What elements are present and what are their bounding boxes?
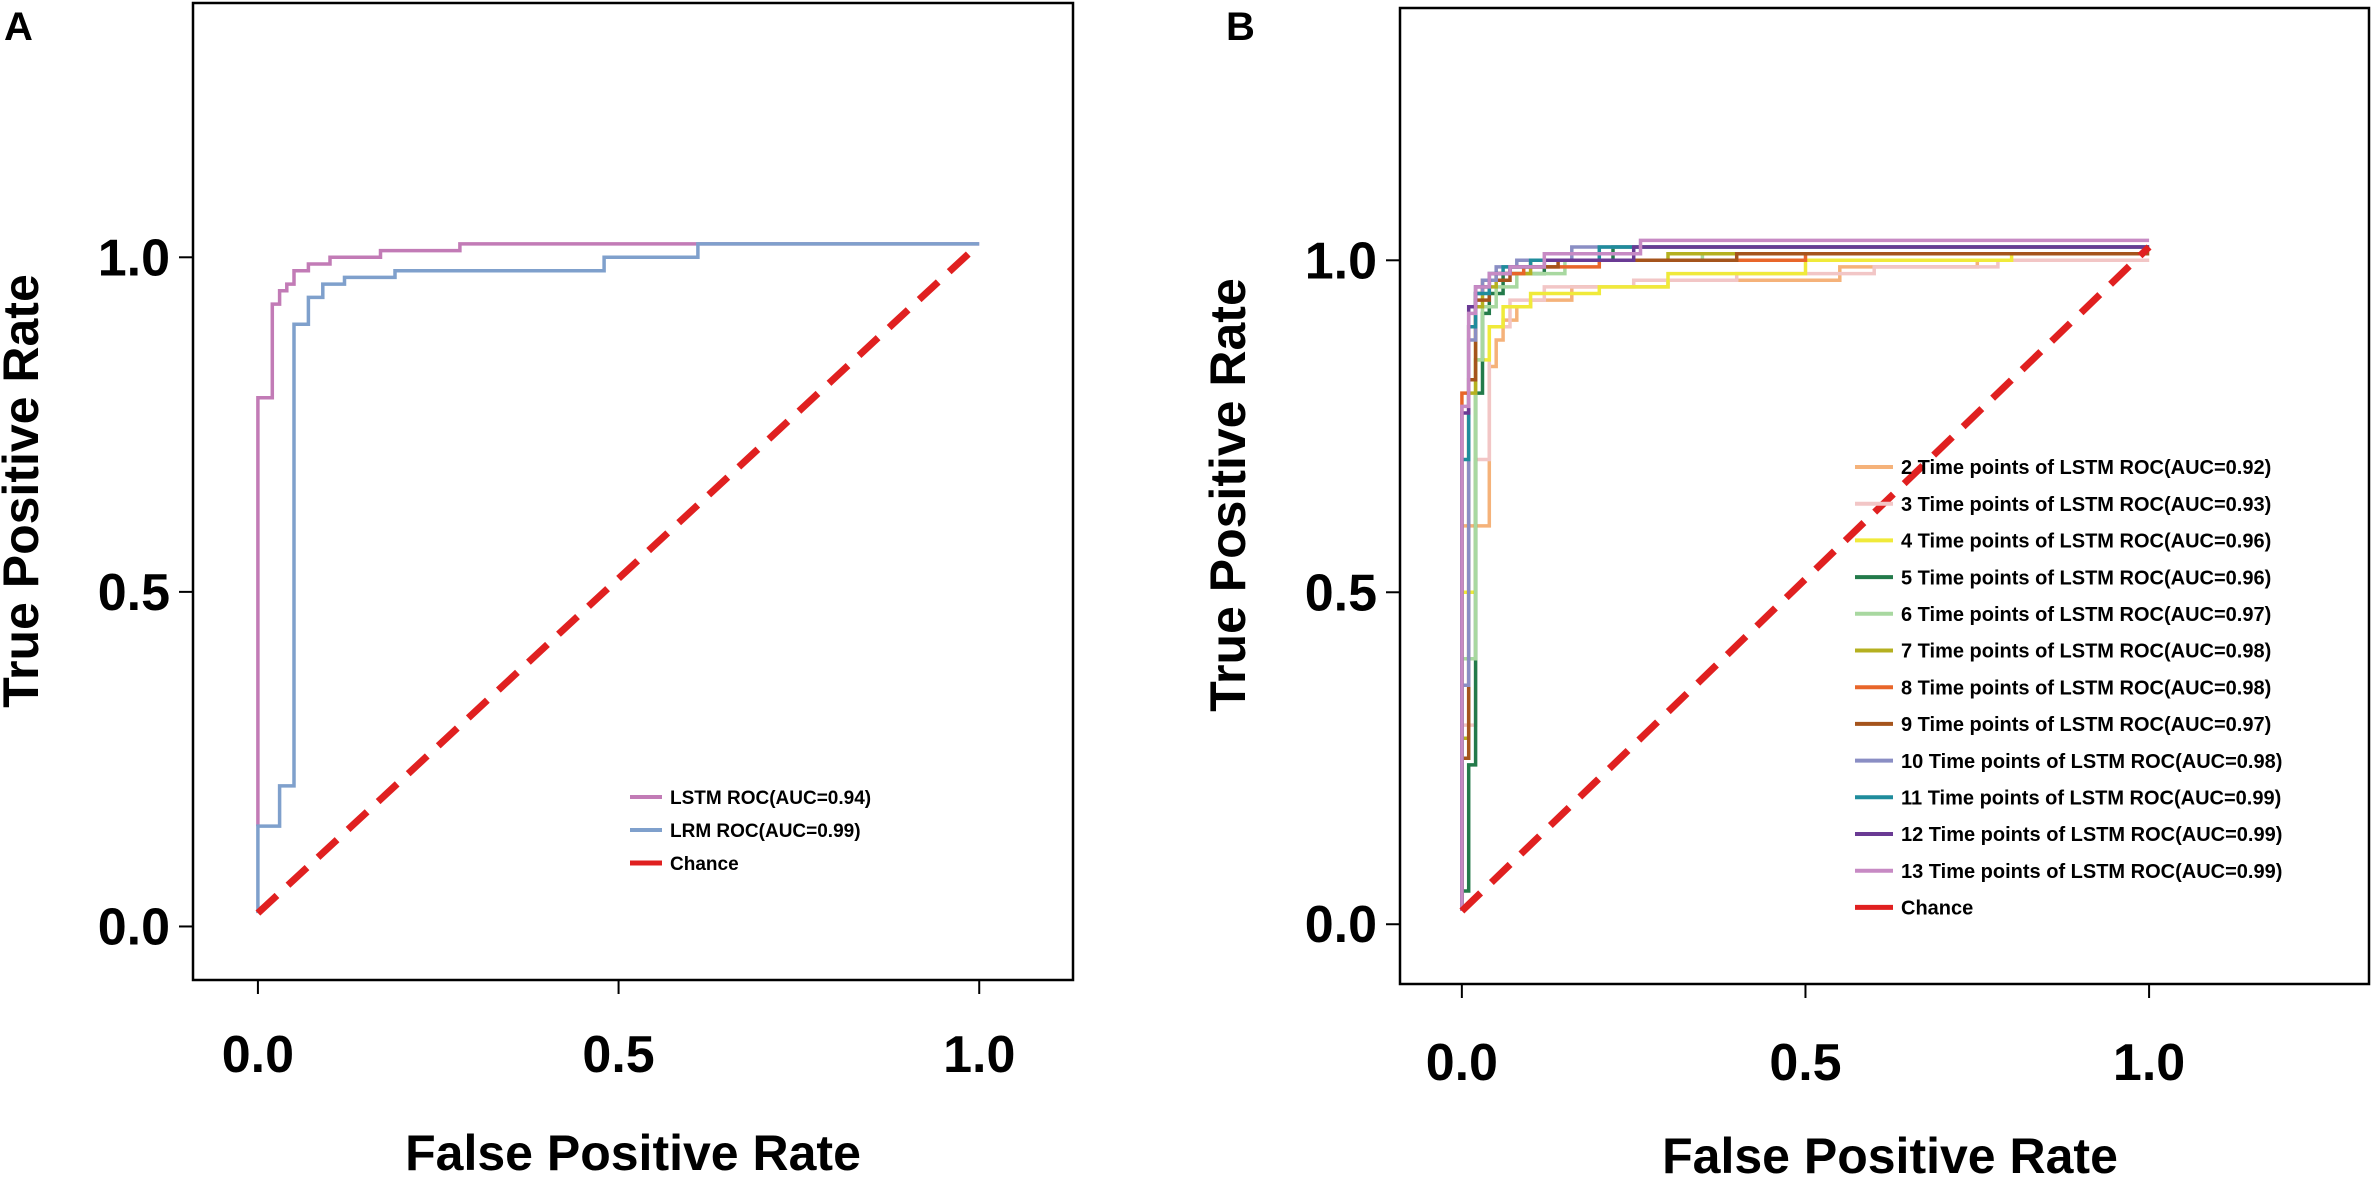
y-tick-label: 0.5 xyxy=(1305,564,1377,622)
roc-curve xyxy=(1460,258,2150,872)
roc-curve xyxy=(1460,238,2150,911)
plot-frame-b xyxy=(1398,6,2371,986)
legend-label: 11 Time points of LSTM ROC(AUC=0.99) xyxy=(1901,788,2281,810)
y-axis-title-a: True Positive Rate xyxy=(0,274,49,708)
x-axis-title-b: False Positive Rate xyxy=(1662,1128,2118,1178)
axis-ticks-b: 0.0 0.5 1.0 0.0 0.5 1.0 xyxy=(1305,232,2186,1092)
y-tick-label: 0.5 xyxy=(98,564,170,622)
legend-label: 5 Time points of LSTM ROC(AUC=0.96) xyxy=(1901,567,2271,589)
x-tick-label: 0.5 xyxy=(582,1026,654,1084)
panel-a: A 0.0 0.5 1.0 0.0 0.5 1.0 False Positive Rate… xyxy=(0,1,1075,1178)
legend-label: 4 Time points of LSTM ROC(AUC=0.96) xyxy=(1901,531,2271,553)
legend-label: 13 Time points of LSTM ROC(AUC=0.99) xyxy=(1901,861,2282,883)
y-tick-label: 0.0 xyxy=(1305,896,1377,954)
axis-ticks-a: 0.0 0.5 1.0 0.0 0.5 1.0 xyxy=(98,229,1016,1084)
y-tick-label: 0.0 xyxy=(98,898,170,956)
x-tick-label: 1.0 xyxy=(943,1026,1015,1084)
legend-b: 2 Time points of LSTM ROC(AUC=0.92) 3 Tim… xyxy=(1855,457,2282,920)
legend-label: LSTM ROC(AUC=0.94) xyxy=(670,788,871,809)
legend-label: 12 Time points of LSTM ROC(AUC=0.99) xyxy=(1901,824,2282,846)
y-tick-label: 1.0 xyxy=(1305,232,1377,290)
panel-b: B 0.0 0.5 1.0 0.0 0.5 1.0 False Positive Rate… xyxy=(1200,5,2371,1178)
legend-label: 10 Time points of LSTM ROC(AUC=0.98) xyxy=(1901,751,2282,773)
chance-line xyxy=(255,241,982,916)
panel-label-b: B xyxy=(1226,5,1255,49)
x-tick-label: 0.0 xyxy=(222,1026,294,1084)
panel-label-a: A xyxy=(4,5,33,49)
legend-label: Chance xyxy=(670,854,739,875)
plot-frame-a xyxy=(191,1,1075,982)
legend-label: 2 Time points of LSTM ROC(AUC=0.92) xyxy=(1901,457,2271,479)
legend-label: 7 Time points of LSTM ROC(AUC=0.98) xyxy=(1901,641,2271,663)
x-tick-label: 1.0 xyxy=(2113,1034,2185,1092)
roc-curve xyxy=(256,242,980,914)
x-axis-title-a: False Positive Rate xyxy=(405,1125,861,1178)
legend-label: 9 Time points of LSTM ROC(AUC=0.97) xyxy=(1901,714,2271,736)
legend-a: LSTM ROC(AUC=0.94) LRM ROC(AUC=0.99) Chanc… xyxy=(630,788,871,875)
legend-label: 8 Time points of LSTM ROC(AUC=0.98) xyxy=(1901,677,2271,699)
y-axis-title-b: True Positive Rate xyxy=(1200,278,1256,712)
x-tick-label: 0.0 xyxy=(1426,1034,1498,1092)
roc-curves-a xyxy=(255,241,982,916)
y-tick-label: 1.0 xyxy=(98,229,170,287)
x-tick-label: 0.5 xyxy=(1769,1034,1841,1092)
legend-label: 6 Time points of LSTM ROC(AUC=0.97) xyxy=(1901,604,2271,626)
chance-line xyxy=(1459,244,2152,914)
legend-label: 3 Time points of LSTM ROC(AUC=0.93) xyxy=(1901,494,2271,516)
legend-label: LRM ROC(AUC=0.99) xyxy=(670,821,861,842)
roc-curves-b xyxy=(1459,238,2152,914)
legend-label: Chance xyxy=(1901,898,1973,920)
roc-curve xyxy=(256,242,980,827)
